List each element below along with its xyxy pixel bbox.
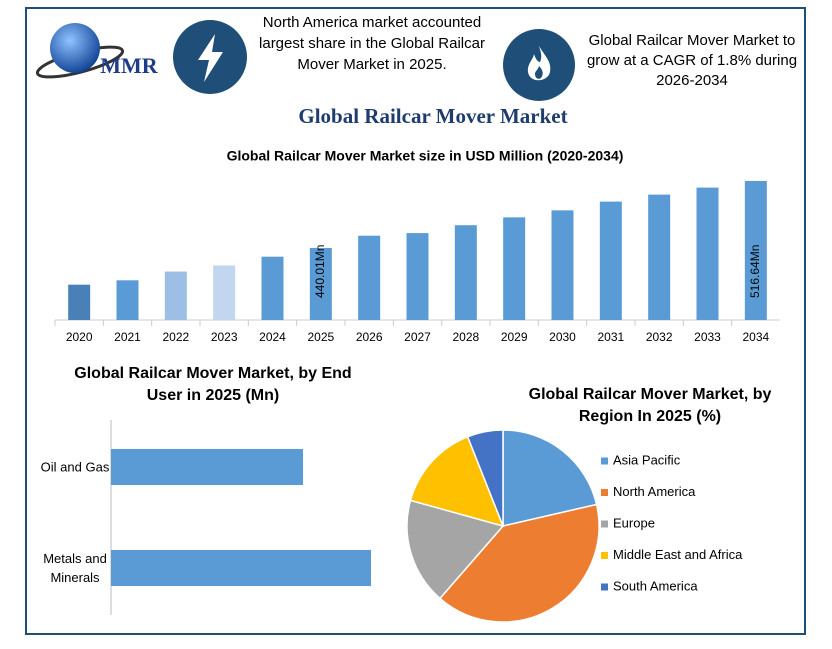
legend-marker xyxy=(601,457,608,465)
bar xyxy=(68,284,91,320)
pie-slice xyxy=(466,429,504,527)
pie-slice xyxy=(409,435,505,528)
bar xyxy=(599,201,622,320)
x-tick-label: 2025 xyxy=(307,330,334,344)
x-tick-label: 2023 xyxy=(211,330,238,344)
bar xyxy=(111,550,371,586)
x-tick-label: 2031 xyxy=(597,330,624,344)
x-tick-label: 2021 xyxy=(114,330,141,344)
value-label: 440.01Mn xyxy=(313,245,327,298)
category-label: Metals and Minerals xyxy=(43,551,107,585)
legend-label: Europe xyxy=(613,515,655,530)
legend-label: North America xyxy=(613,484,696,499)
category-label: Oil and Gas xyxy=(40,459,110,475)
bar xyxy=(406,233,429,320)
bolt-shape xyxy=(198,34,223,82)
legend-label: Asia Pacific xyxy=(613,452,681,467)
bar xyxy=(358,235,381,320)
bar xyxy=(503,217,526,320)
legend-label: Middle East and Africa xyxy=(613,547,743,562)
legend-marker xyxy=(601,583,608,591)
pie-slice xyxy=(406,499,505,600)
hbar-title: Global Railcar Mover Market, by End User… xyxy=(74,365,352,404)
x-tick-label: 2027 xyxy=(404,330,431,344)
x-tick-label: 2032 xyxy=(646,330,673,344)
legend-marker xyxy=(601,489,608,496)
logo-text: MMR xyxy=(100,53,159,78)
pie-slice xyxy=(438,503,600,623)
main-title: Global Railcar Mover Market xyxy=(298,104,567,128)
x-tick-label: 2024 xyxy=(259,330,286,344)
frame xyxy=(25,7,806,635)
bar xyxy=(551,210,574,320)
bar xyxy=(164,271,187,320)
flame-shape xyxy=(527,46,551,81)
bar xyxy=(111,449,303,485)
bar xyxy=(309,247,332,320)
x-tick-label: 2022 xyxy=(162,330,189,344)
value-label: 516.64Mn xyxy=(748,245,762,298)
pie-title: Global Railcar Mover Market, by Region I… xyxy=(528,386,772,425)
x-tick-label: 2020 xyxy=(66,330,93,344)
flame-inner xyxy=(535,66,543,79)
bar xyxy=(116,280,139,320)
bar xyxy=(454,225,477,320)
x-tick-label: 2029 xyxy=(501,330,528,344)
bar xyxy=(744,180,767,320)
right-note: Global Railcar Mover Market to grow at a… xyxy=(586,32,798,89)
x-tick-label: 2030 xyxy=(549,330,576,344)
bar xyxy=(696,187,719,320)
logo-globe xyxy=(50,23,100,73)
bar xyxy=(261,256,284,320)
x-tick-label: 2026 xyxy=(356,330,383,344)
x-tick-label: 2028 xyxy=(452,330,479,344)
bar xyxy=(213,265,236,320)
legend-label: South America xyxy=(613,578,698,593)
bar-chart-title: Global Railcar Mover Market size in USD … xyxy=(227,148,624,164)
bar xyxy=(648,194,671,320)
legend-marker xyxy=(601,520,608,528)
x-tick-label: 2033 xyxy=(694,330,721,344)
legend-marker xyxy=(601,552,608,559)
x-tick-label: 2034 xyxy=(742,330,769,344)
pie-slice xyxy=(502,429,598,527)
left-note: North America market accounted largest s… xyxy=(259,14,485,73)
